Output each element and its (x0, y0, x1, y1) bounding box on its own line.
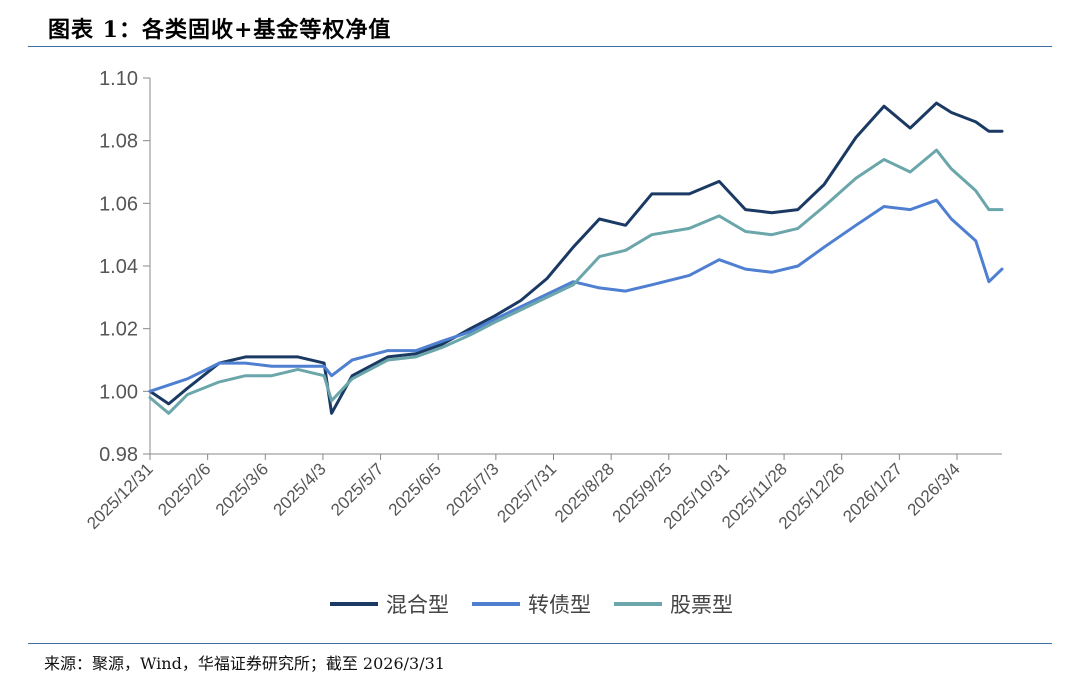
legend: 混合型 转债型 股票型 (330, 593, 733, 617)
legend-label-2: 转债型 (528, 593, 591, 617)
x-tick-label: 2025/5/7 (327, 459, 387, 519)
x-tick-label: 2025/2/6 (154, 459, 214, 519)
y-tick-label: 1.08 (99, 131, 138, 153)
y-tick-label: 1.04 (99, 256, 138, 278)
source-note: 来源：聚源，Wind，华福证券研究所；截至 2026/3/31 (44, 654, 445, 673)
nav-line-chart: 0.981.001.021.041.061.081.10 2025/12/312… (83, 68, 1004, 617)
x-axis: 2025/12/312025/2/62025/3/62025/4/32025/5… (83, 453, 1002, 533)
x-tick-label: 2025/8/28 (551, 459, 618, 526)
series-layer (148, 101, 1004, 415)
legend-label-1: 混合型 (386, 593, 449, 617)
top-rule (28, 46, 1052, 47)
y-tick-label: 1.06 (99, 193, 138, 215)
series-line-2 (148, 198, 1004, 393)
x-tick-label: 2025/6/5 (385, 459, 445, 519)
y-tick-label: 0.98 (99, 444, 138, 466)
x-tick-label: 2025/12/31 (83, 459, 157, 533)
page-title: 图表 1：各类固收+基金等权净值 (48, 17, 392, 43)
x-tick-label: 2025/4/3 (270, 459, 330, 519)
y-tick-label: 1.02 (99, 319, 138, 341)
series-line-3 (148, 148, 1004, 415)
series-line-1 (148, 101, 1004, 415)
y-tick-label: 1.10 (99, 68, 138, 90)
x-tick-label: 2026/3/4 (904, 459, 964, 519)
y-axis: 0.98 1.00 1.02 1.04 1.06 1.08 1.10 (99, 68, 151, 466)
legend-label-3: 股票型 (670, 593, 733, 617)
bottom-rule (28, 643, 1052, 644)
x-tick-label: 2025/3/6 (212, 459, 272, 519)
x-tick-label: 2026/1/27 (839, 459, 906, 526)
x-tick-label: 2025/7/3 (442, 459, 502, 519)
x-tick-label: 2025/7/31 (493, 459, 560, 526)
y-tick-label: 1.00 (99, 381, 138, 403)
